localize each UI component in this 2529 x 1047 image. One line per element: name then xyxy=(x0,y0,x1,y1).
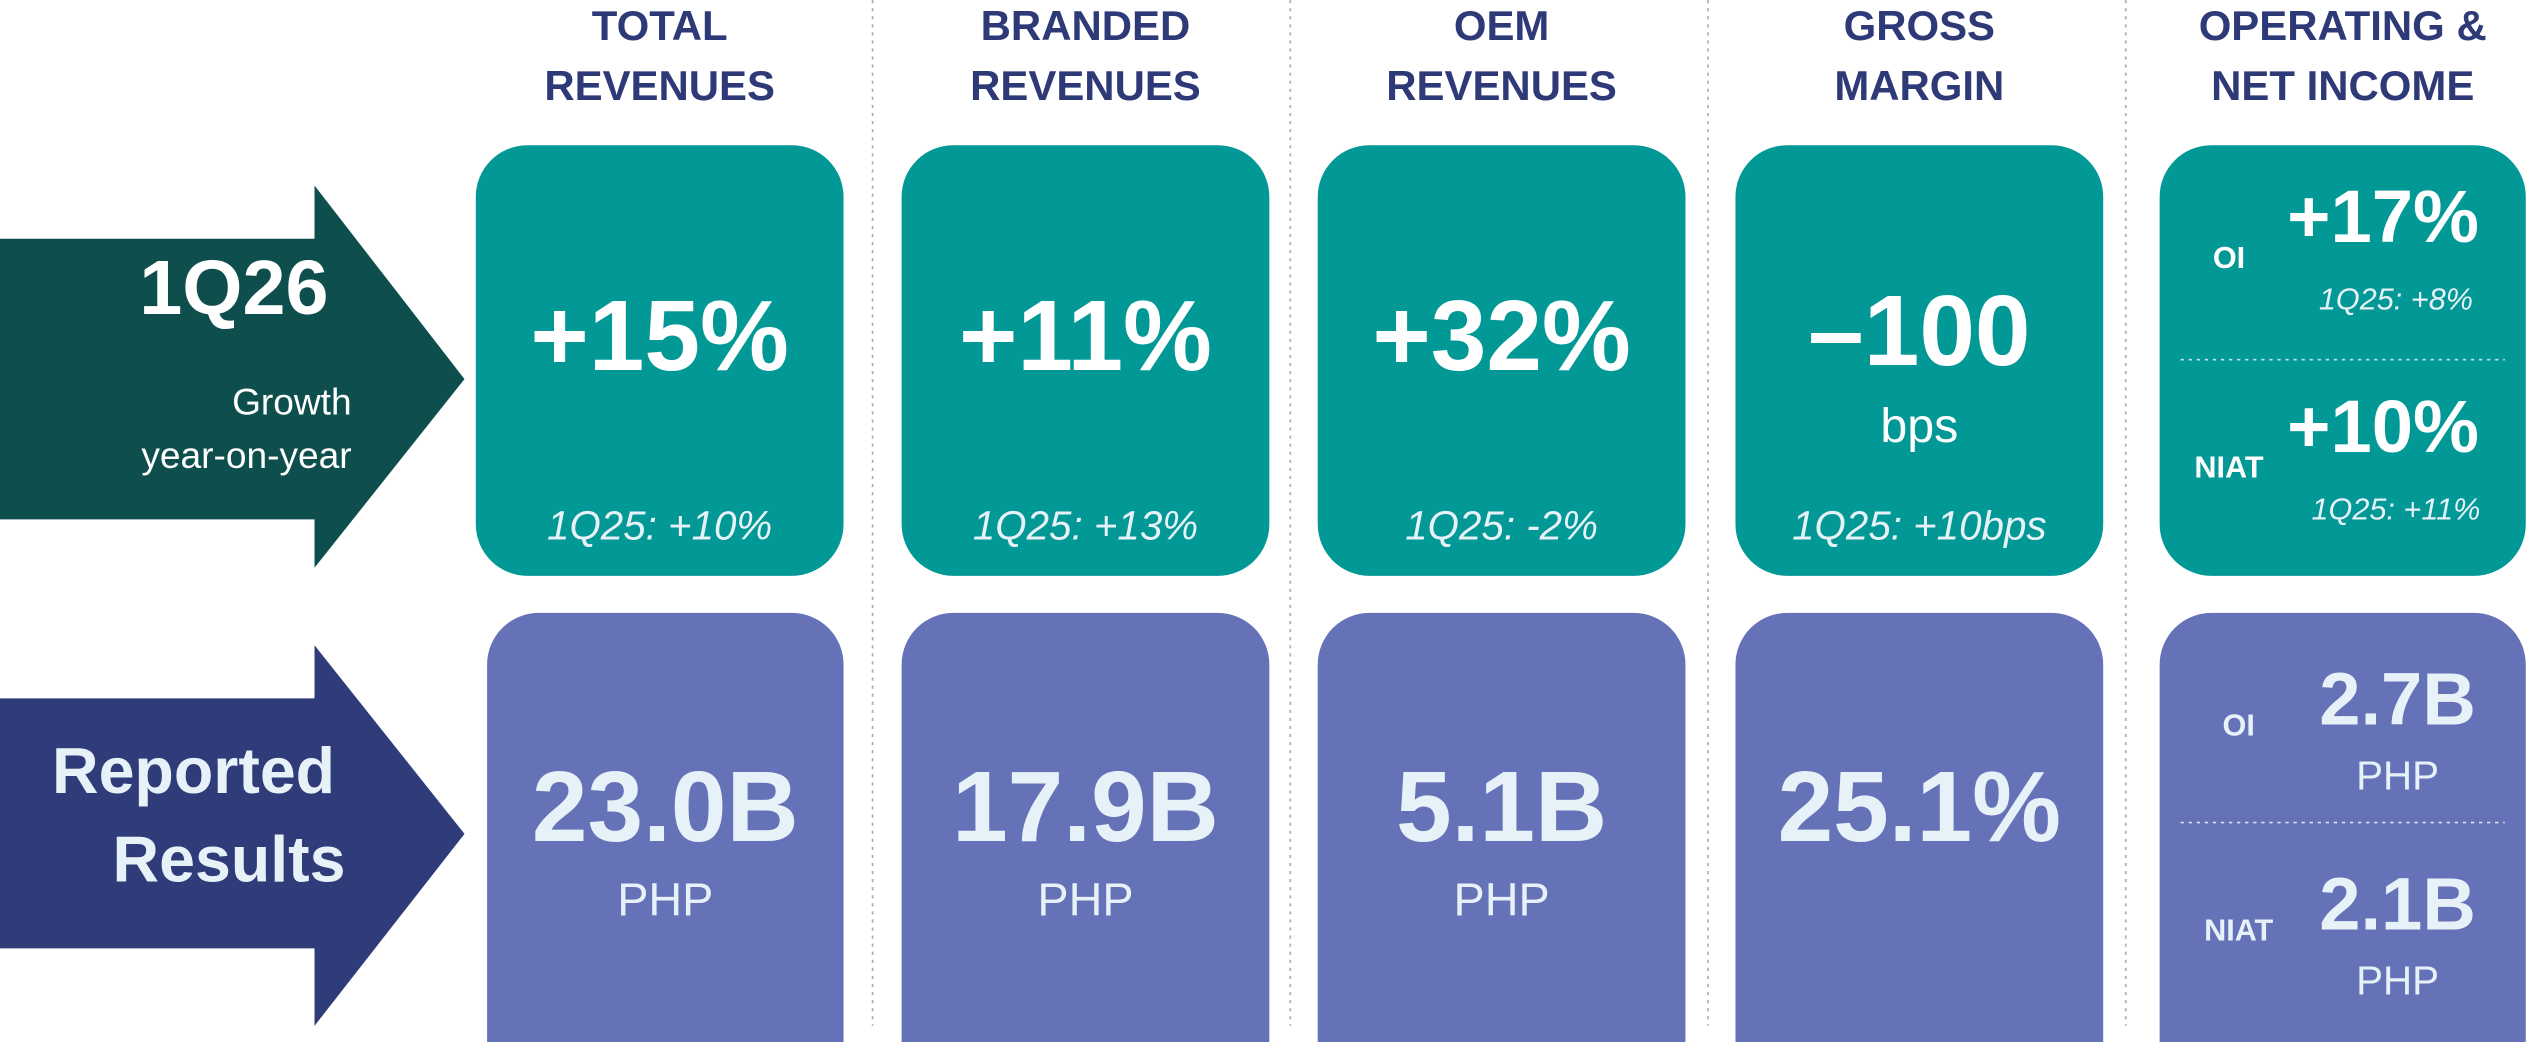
reported-card xyxy=(901,612,1270,1047)
prior-value: 1Q25: +10bps xyxy=(1792,503,2046,549)
column-title: REVENUES xyxy=(1386,62,1617,109)
column-title: TOTAL xyxy=(592,2,728,49)
item-label: OI xyxy=(2223,709,2255,743)
reported-card xyxy=(1317,612,1686,1047)
column-title: MARGIN xyxy=(1834,62,2004,109)
reported-value: 5.1B xyxy=(1396,751,1607,863)
reported-unit: PHP xyxy=(2356,958,2439,1004)
column-title: GROSS xyxy=(1844,2,1995,49)
column-title: BRANDED xyxy=(981,2,1191,49)
reported-card xyxy=(1735,612,2104,1047)
prior-value: 1Q25: +10% xyxy=(547,503,772,549)
growth-label: year-on-year xyxy=(141,434,351,476)
growth-card xyxy=(901,145,1270,576)
reported-card xyxy=(487,612,844,1047)
column-title: NET INCOME xyxy=(2211,62,2474,109)
growth-card xyxy=(475,145,844,576)
growth-value: +17% xyxy=(2287,175,2479,258)
growth-unit: bps xyxy=(1880,399,1958,453)
item-label: NIAT xyxy=(2194,450,2263,484)
reported-label: Reported xyxy=(52,735,335,807)
reported-arrow xyxy=(0,645,465,1026)
reported-unit: PHP xyxy=(1037,874,1133,926)
growth-card xyxy=(1317,145,1686,576)
prior-value: 1Q25: +8% xyxy=(2319,283,2473,317)
prior-value: 1Q25: +11% xyxy=(2312,492,2481,526)
growth-arrow xyxy=(0,185,465,568)
column-title: OEM xyxy=(1454,2,1550,49)
growth-value: –100 xyxy=(1808,275,2030,387)
growth-card xyxy=(1735,145,2104,576)
growth-value: +15% xyxy=(530,280,789,392)
column-title: REVENUES xyxy=(544,62,775,109)
reported-value: 23.0B xyxy=(532,751,799,863)
reported-value: 2.1B xyxy=(2319,862,2476,945)
growth-label: Growth xyxy=(232,381,352,423)
growth-value: +32% xyxy=(1372,280,1631,392)
reported-value: 25.1% xyxy=(1778,751,2062,863)
growth-value: +10% xyxy=(2287,385,2479,468)
reported-unit: PHP xyxy=(617,874,713,926)
prior-value: 1Q25: +13% xyxy=(973,503,1198,549)
growth-value: +11% xyxy=(959,280,1212,392)
reported-card xyxy=(2159,612,2526,1047)
prior-value: 1Q25: -2% xyxy=(1405,503,1598,549)
period: 1Q26 xyxy=(139,245,328,331)
item-label: OI xyxy=(2213,241,2245,275)
growth-card xyxy=(2159,145,2526,576)
reported-unit: PHP xyxy=(1454,874,1550,926)
column-title: REVENUES xyxy=(970,62,1201,109)
reported-value: 17.9B xyxy=(952,751,1219,863)
reported-value: 2.7B xyxy=(2319,657,2476,740)
reported-unit: PHP xyxy=(2356,753,2439,799)
item-label: NIAT xyxy=(2204,913,2273,947)
reported-label: Results xyxy=(113,824,346,896)
column-title: OPERATING & xyxy=(2199,2,2487,49)
